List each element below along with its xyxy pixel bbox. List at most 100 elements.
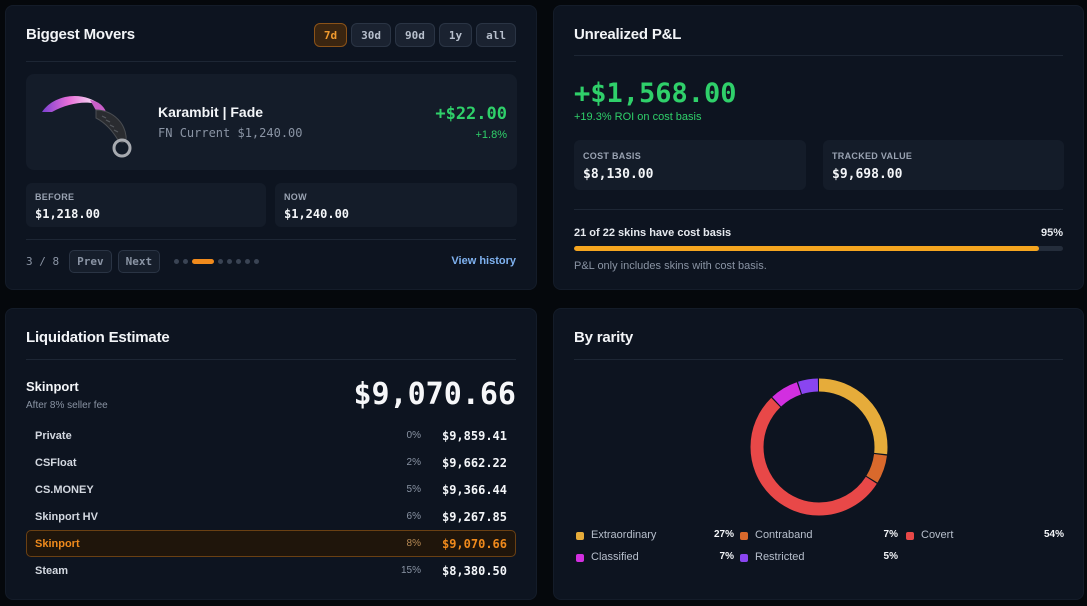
market-list: Private 0% $9,859.41 CSFloat 2% $9,662.2…: [26, 422, 516, 584]
unrealized-pnl-card: Unrealized P&L +$1,568.00 +19.3% ROI on …: [553, 5, 1084, 290]
legend-swatch: [740, 554, 748, 562]
page-dot-active[interactable]: [192, 258, 215, 264]
market-amount: $9,070.66: [441, 537, 507, 551]
donut-slice-extraordinary[interactable]: [750, 378, 888, 516]
tracked-value: $9,698.00: [832, 167, 903, 182]
legend-percent: 5%: [883, 551, 898, 562]
market-amount: $9,859.41: [441, 429, 507, 443]
divider: [574, 55, 1063, 56]
market-amount: $8,380.50: [441, 564, 507, 578]
karambit-fade-image: [42, 95, 132, 158]
market-row-private[interactable]: Private 0% $9,859.41: [26, 422, 516, 449]
item-name: Karambit | Fade: [158, 104, 264, 120]
range-30d-button[interactable]: 30d: [351, 23, 391, 47]
coverage-text: 21 of 22 skins have cost basis: [574, 227, 732, 239]
legend-label: Extraordinary: [591, 529, 657, 541]
pager: 3 / 8 Prev Next: [26, 249, 260, 273]
market-row-steam[interactable]: Steam 15% $8,380.50: [26, 557, 516, 584]
market-row-csfloat[interactable]: CSFloat 2% $9,662.22: [26, 449, 516, 476]
item-subtitle: FN Current $1,240.00: [158, 126, 303, 140]
market-amount: $9,662.22: [441, 456, 507, 470]
price-change: +$22.00: [435, 104, 507, 124]
divider: [574, 359, 1063, 360]
market-row-csmoney[interactable]: CS.MONEY 5% $9,366.44: [26, 476, 516, 503]
market-fee: 0%: [406, 430, 421, 441]
market-fee: 15%: [400, 565, 421, 576]
market-name: CS.MONEY: [35, 484, 94, 496]
range-all-button[interactable]: all: [476, 23, 516, 47]
prev-button[interactable]: Prev: [69, 249, 112, 273]
before-label: BEFORE: [35, 192, 75, 202]
market-fee: 8%: [406, 538, 421, 549]
page-dot[interactable]: [218, 258, 224, 264]
legend-item-restricted: Restricted 5%: [740, 551, 898, 565]
pnl-roi: +19.3% ROI on cost basis: [574, 111, 702, 123]
legend-item-covert: Covert 54%: [906, 529, 1064, 543]
legend-label: Restricted: [755, 551, 805, 563]
legend-label: Contraband: [755, 529, 813, 541]
page-dot[interactable]: [236, 258, 242, 264]
legend-label: Covert: [921, 529, 954, 541]
next-button[interactable]: Next: [117, 249, 161, 273]
now-value: $1,240.00: [284, 207, 350, 221]
best-market-fee-note: After 8% seller fee: [26, 400, 108, 411]
legend-swatch: [576, 532, 584, 540]
rarity-donut-chart: [750, 378, 888, 516]
liquidation-estimate-card: Liquidation Estimate Skinport After 8% s…: [5, 308, 537, 600]
liquidation-total: $9,070.66: [353, 377, 516, 412]
view-history-link[interactable]: View history: [451, 255, 516, 267]
range-1y-button[interactable]: 1y: [438, 23, 473, 47]
market-amount: $9,267.85: [441, 510, 507, 524]
by-rarity-card: By rarity Extraordinary 27% Contraband 7…: [553, 308, 1084, 600]
tracked-value-label: TRACKED VALUE: [832, 151, 913, 161]
pnl-title: Unrealized P&L: [574, 26, 682, 43]
before-stat: BEFORE $1,218.00: [26, 183, 266, 227]
cost-basis-label: COST BASIS: [583, 151, 642, 161]
market-name: Steam: [35, 565, 69, 577]
divider: [26, 61, 516, 62]
now-stat: NOW $1,240.00: [275, 183, 517, 227]
market-row-skinport-hv[interactable]: Skinport HV 6% $9,267.85: [26, 503, 516, 530]
market-amount: $9,366.44: [441, 483, 507, 497]
page-dot[interactable]: [183, 258, 189, 264]
biggest-movers-card: Biggest Movers 7d 30d 90d 1y all Karambi…: [5, 5, 537, 290]
market-name: Skinport HV: [35, 511, 98, 523]
legend-swatch: [906, 532, 914, 540]
divider: [26, 239, 516, 240]
mover-item[interactable]: Karambit | Fade FN Current $1,240.00 +$2…: [26, 74, 517, 170]
tracked-value-stat: TRACKED VALUE $9,698.00: [823, 140, 1064, 190]
pnl-note: P&L only includes skins with cost basis.: [574, 260, 767, 272]
legend-percent: 27%: [713, 529, 734, 540]
legend-percent: 7%: [719, 551, 734, 562]
pnl-amount: +$1,568.00: [574, 78, 737, 109]
coverage-progress-bar: [574, 246, 1063, 251]
legend-swatch: [576, 554, 584, 562]
legend-item-classified: Classified 7%: [576, 551, 734, 565]
before-value: $1,218.00: [35, 207, 101, 221]
page-dot[interactable]: [245, 258, 251, 264]
page-dot[interactable]: [254, 258, 260, 264]
legend-label: Classified: [591, 551, 639, 563]
legend-swatch: [740, 532, 748, 540]
market-fee: 6%: [406, 511, 421, 522]
cost-basis-stat: COST BASIS $8,130.00: [574, 140, 806, 190]
market-name: Private: [35, 430, 72, 442]
cost-basis-value: $8,130.00: [583, 167, 654, 182]
page-dot[interactable]: [227, 258, 233, 264]
market-fee: 5%: [406, 484, 421, 495]
item-condition: FN: [158, 126, 173, 140]
best-market-name: Skinport: [26, 379, 79, 394]
market-row-skinport-selected[interactable]: Skinport 8% $9,070.66: [26, 530, 516, 557]
range-7d-button[interactable]: 7d: [313, 23, 348, 47]
range-90d-button[interactable]: 90d: [395, 23, 435, 47]
now-label: NOW: [284, 192, 307, 202]
coverage-percent: 95%: [1040, 227, 1063, 239]
item-current-price: Current $1,240.00: [179, 126, 303, 140]
range-selector: 7d 30d 90d 1y all: [313, 23, 516, 47]
coverage-progress-fill: [574, 246, 1039, 251]
divider: [26, 359, 516, 360]
page-dot[interactable]: [174, 258, 180, 264]
donut-slice-covert[interactable]: [750, 378, 888, 516]
price-change-percent: +1.8%: [475, 129, 508, 141]
market-fee: 2%: [406, 457, 421, 468]
